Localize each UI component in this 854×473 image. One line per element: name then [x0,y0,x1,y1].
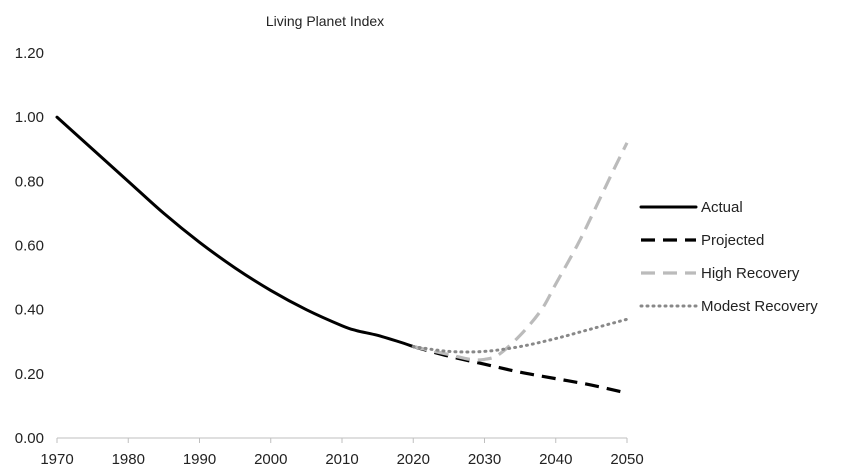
legend-label: High Recovery [701,265,800,282]
y-tick-label: 0.80 [15,173,44,190]
x-tick-label: 1990 [183,451,216,468]
x-tick-label: 2050 [610,451,643,468]
y-axis-tick-labels: 0.00 0.20 0.40 0.60 0.80 1.00 1.20 [15,45,44,447]
legend-label: Modest Recovery [701,298,818,315]
x-tick-label: 1970 [40,451,73,468]
series-line-actual [55,115,415,349]
y-tick-label: 0.60 [15,238,44,255]
x-tick-label: 1980 [112,451,145,468]
series-line-high-recovery [412,142,629,362]
y-tick-label: 1.20 [15,45,44,62]
x-tick-label: 2030 [468,451,501,468]
x-axis-tick-marks [56,438,628,443]
x-tick-label: 2040 [539,451,572,468]
x-tick-label: 2000 [254,451,287,468]
y-tick-label: 0.00 [15,430,44,447]
y-tick-label: 0.20 [15,366,44,383]
series-line-modest-recovery [411,317,629,354]
x-tick-label: 2010 [325,451,358,468]
plot-series [55,115,629,395]
y-tick-label: 1.00 [15,109,44,126]
legend-label: Actual [701,199,743,216]
legend-label: Projected [701,232,764,249]
chart-title: Living Planet Index [266,13,384,29]
x-tick-label: 2020 [397,451,430,468]
x-axis-tick-labels: 1970 1980 1990 2000 2010 2020 2030 2040 2050 [40,451,643,468]
series-line-projected [412,345,628,395]
legend: Actual Projected High Recovery Modest Recov… [639,199,818,315]
y-tick-label: 0.40 [15,302,44,319]
